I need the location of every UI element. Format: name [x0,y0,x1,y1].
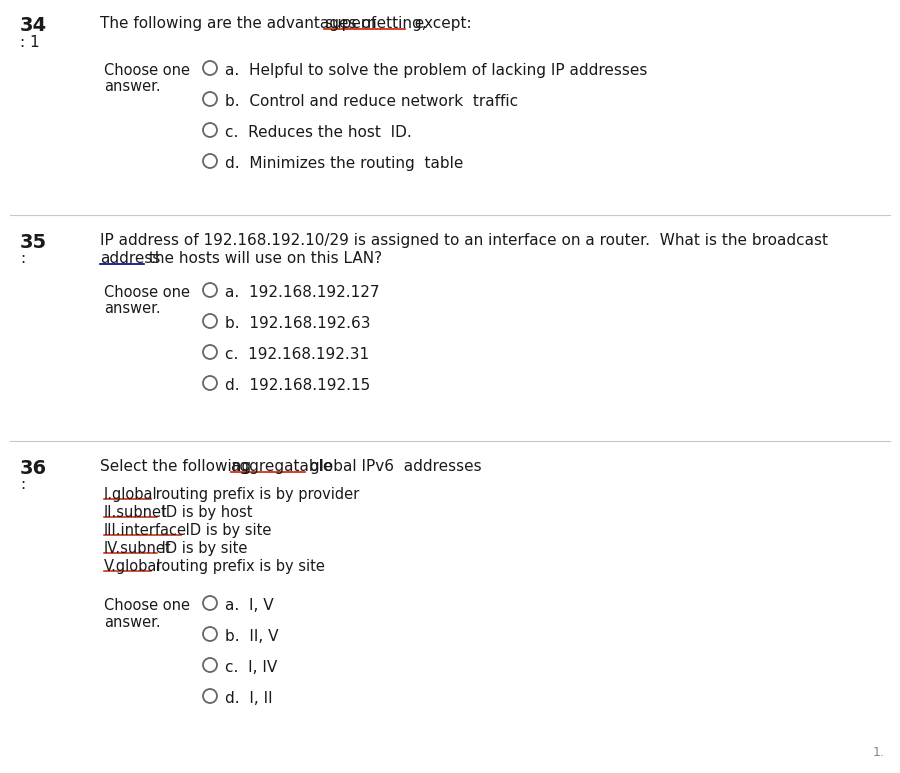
Text: c.  I, IV: c. I, IV [225,660,277,675]
Text: except:: except: [404,16,472,31]
Text: Choose one: Choose one [104,285,190,300]
Text: routing prefix is by provider: routing prefix is by provider [151,487,360,502]
Text: the hosts will use on this LAN?: the hosts will use on this LAN? [143,251,382,266]
Text: b.  Control and reduce network  traffic: b. Control and reduce network traffic [225,94,518,109]
Text: answer.: answer. [104,301,160,316]
Text: ID is by host: ID is by host [158,505,253,520]
Text: b.  II, V: b. II, V [225,629,278,644]
Text: a.  I, V: a. I, V [225,598,274,613]
Text: d.  I, II: d. I, II [225,691,273,706]
Text: address: address [100,251,160,266]
Text: :: : [20,251,25,266]
Text: b.  192.168.192.63: b. 192.168.192.63 [225,316,371,331]
Text: I.global: I.global [104,487,158,502]
Text: The following are the advantages of: The following are the advantages of [100,16,381,31]
Text: 1.: 1. [873,746,885,759]
Text: aggregatable: aggregatable [230,459,333,474]
Text: Choose one: Choose one [104,63,190,78]
Text: d.  192.168.192.15: d. 192.168.192.15 [225,378,370,393]
Text: routing prefix is by site: routing prefix is by site [151,559,325,574]
Text: answer.: answer. [104,615,160,630]
Text: supernetting,: supernetting, [324,16,427,31]
Text: Choose one: Choose one [104,598,190,613]
Text: answer.: answer. [104,79,160,94]
Text: IV.subnet: IV.subnet [104,541,172,556]
Text: d.  Minimizes the routing  table: d. Minimizes the routing table [225,156,464,171]
Text: c.  192.168.192.31: c. 192.168.192.31 [225,347,369,362]
Text: a.  192.168.192.127: a. 192.168.192.127 [225,285,380,300]
Text: ID is by site: ID is by site [181,523,272,538]
Text: :: : [20,477,25,492]
Text: Select the following: Select the following [100,459,256,474]
Text: ID is by site: ID is by site [158,541,248,556]
Text: c.  Reduces the host  ID.: c. Reduces the host ID. [225,125,412,140]
Text: : 1: : 1 [20,35,40,50]
Text: a.  Helpful to solve the problem of lacking IP addresses: a. Helpful to solve the problem of lacki… [225,63,647,78]
Text: 35: 35 [20,233,47,252]
Text: III.interface: III.interface [104,523,187,538]
Text: IP address of 192.168.192.10/29 is assigned to an interface on a router.  What i: IP address of 192.168.192.10/29 is assig… [100,233,828,248]
Text: V.global: V.global [104,559,161,574]
Text: II.subnet: II.subnet [104,505,167,520]
Text: 36: 36 [20,459,47,478]
Text: global IPv6  addresses: global IPv6 addresses [305,459,482,474]
Text: 34: 34 [20,16,47,35]
